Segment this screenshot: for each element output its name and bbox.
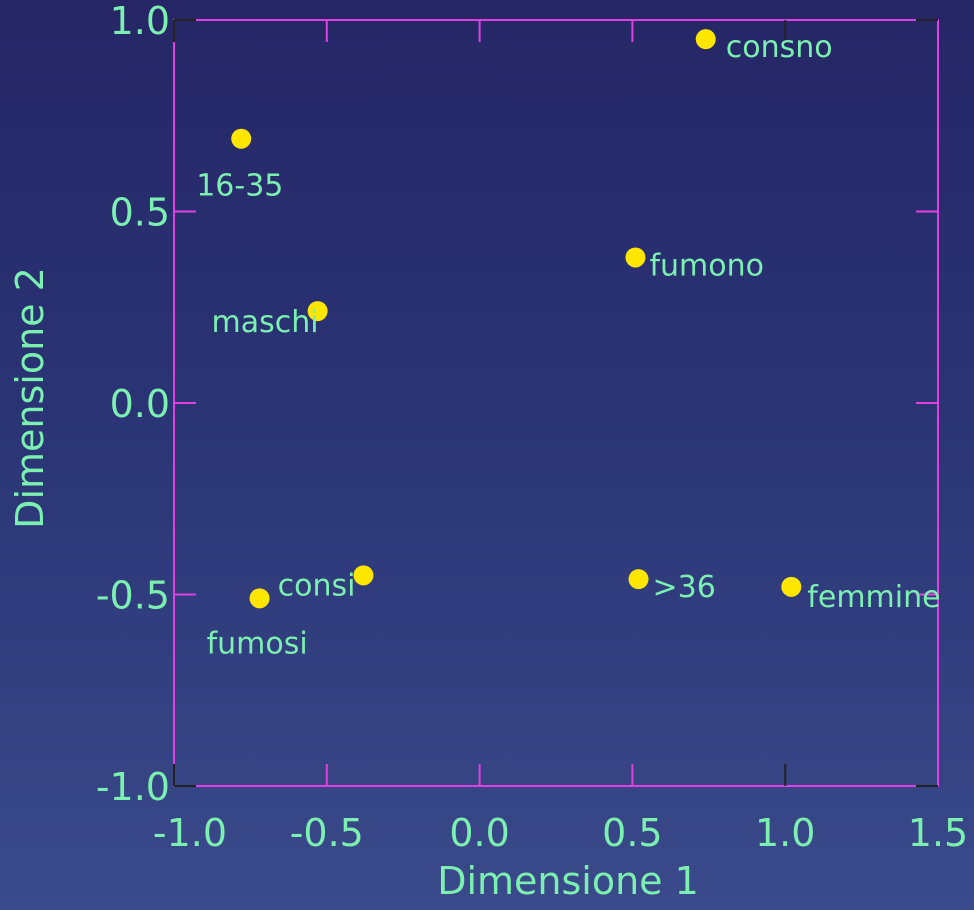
plot-frame <box>173 19 939 787</box>
data-points <box>231 29 802 609</box>
y-axis-label: Dimensione 2 <box>8 267 52 529</box>
x-tick-label: 0.0 <box>449 811 509 855</box>
x-tick-label: -0.5 <box>290 811 364 855</box>
x-tick-label: 1.5 <box>908 811 968 855</box>
x-tick-label: 0.5 <box>602 811 662 855</box>
axis-ticks <box>173 19 939 787</box>
data-point <box>628 569 649 590</box>
data-point <box>781 576 802 597</box>
data-point <box>307 301 328 322</box>
y-tick-label: 0.0 <box>110 382 170 426</box>
data-point-label: maschi <box>212 305 319 340</box>
data-point-label: consi <box>278 568 356 603</box>
data-point-label: consno <box>726 30 833 65</box>
y-tick-label: 0.5 <box>110 191 170 235</box>
data-point <box>695 29 716 50</box>
x-axis-label: Dimensione 1 <box>437 859 699 903</box>
data-point-label: 16-35 <box>196 169 283 204</box>
data-point-labels: consno 16-35 fumono maschi consi fumosi >36 fem… <box>196 30 940 661</box>
data-point-label: femmine <box>807 580 940 615</box>
y-tick-label: -1.0 <box>96 765 170 809</box>
data-point-label: >36 <box>653 570 716 605</box>
data-point <box>231 128 252 149</box>
data-point-label: fumono <box>649 248 764 283</box>
y-tick-label: 1.0 <box>110 0 170 43</box>
data-point <box>625 247 646 268</box>
data-point <box>353 565 374 586</box>
x-tick-label: 1.0 <box>755 811 815 855</box>
x-tick-label: -1.0 <box>153 811 227 855</box>
data-point-label: fumosi <box>207 626 308 661</box>
axis-tick-labels: -1.0 -0.5 0.0 0.5 1.0 1.5 1.0 0.5 0.0 -0.5 -1.0 <box>96 0 968 855</box>
y-tick-label: -0.5 <box>96 574 170 618</box>
data-point <box>249 588 270 609</box>
